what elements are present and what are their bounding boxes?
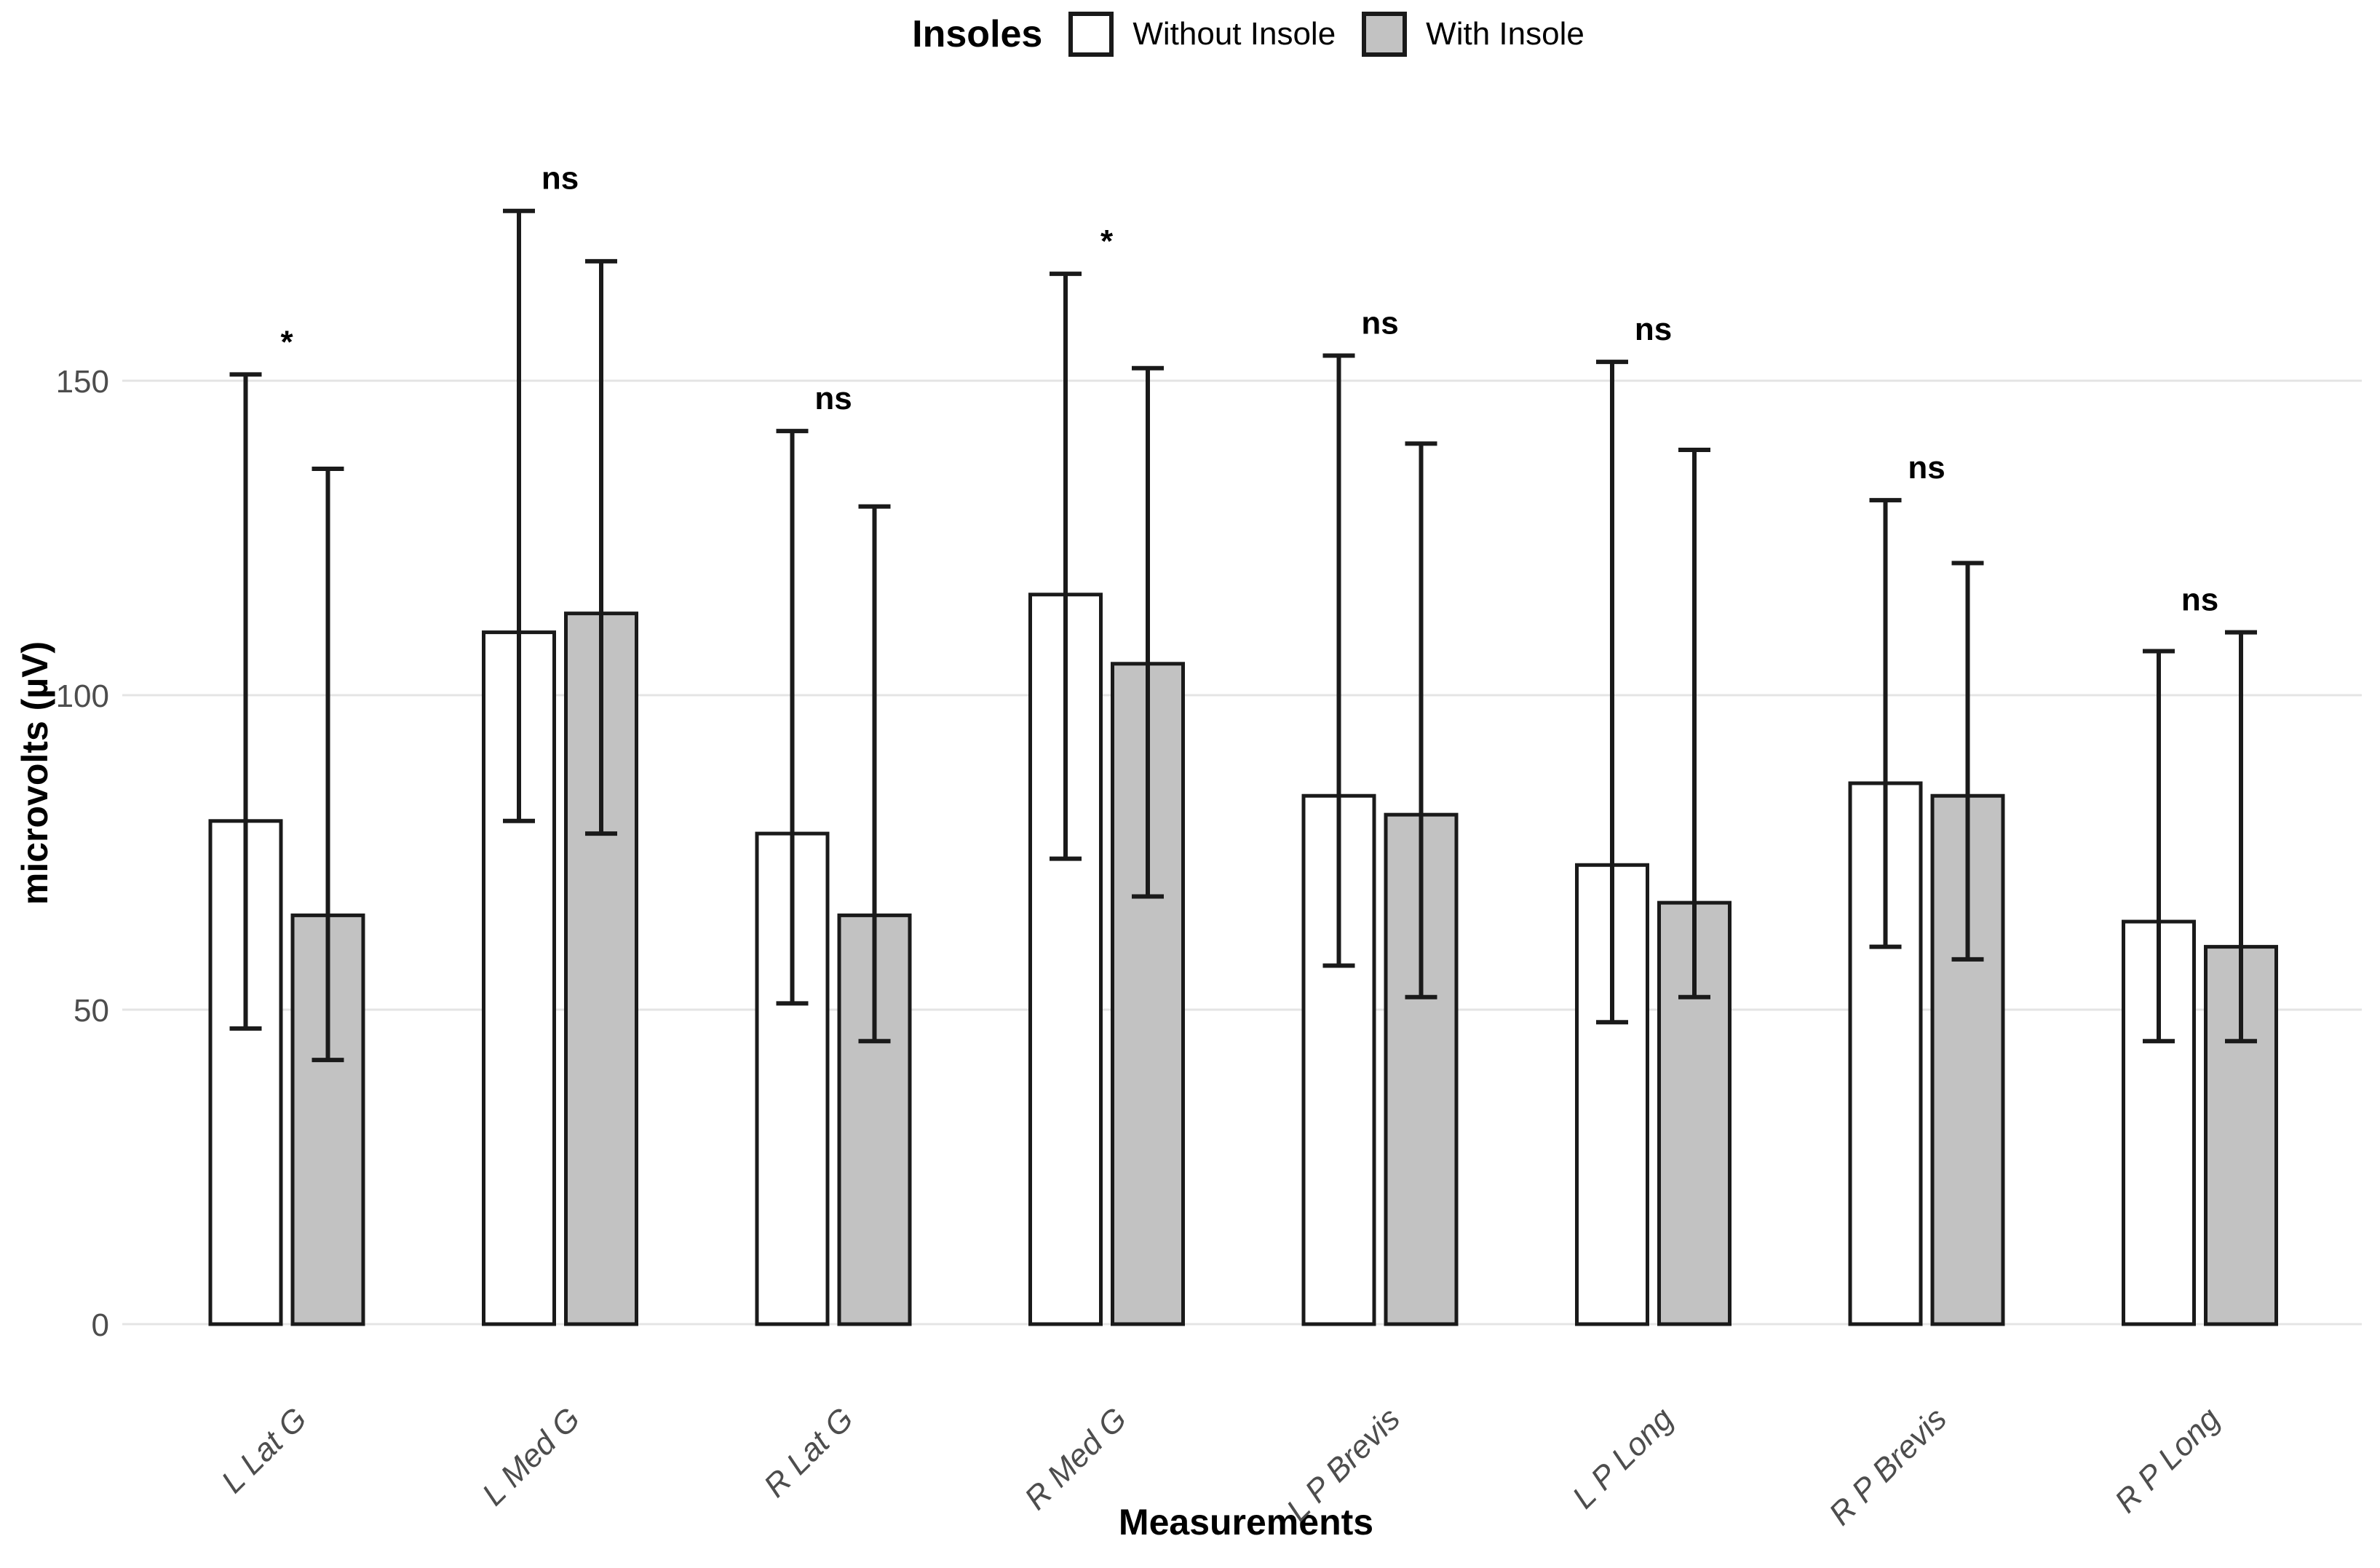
x-axis-title: Measurements	[1118, 1502, 1374, 1543]
y-tick-label-0: 0	[92, 1307, 109, 1343]
legend-entry-with-insole: With Insole	[1362, 12, 1584, 57]
legend-label-without-insole: Without Insole	[1133, 16, 1336, 52]
x-tick-label-l-med-g: L Med G	[475, 1401, 587, 1512]
significance-label-l-med-g: ns	[542, 161, 579, 197]
significance-label-r-med-g: *	[1100, 223, 1114, 259]
x-tick-label-l-p-long: L P Long	[1566, 1401, 1681, 1516]
bar-without-insole-l-lat-g	[208, 819, 283, 1326]
legend-label-with-insole: With Insole	[1426, 16, 1584, 52]
significance-label-r-lat-g: ns	[814, 381, 852, 416]
significance-label-l-lat-g: *	[280, 324, 293, 360]
x-tick-label-l-p-brevis: L P Brevis	[1280, 1401, 1407, 1528]
legend-entry-without-insole: Without Insole	[1068, 12, 1336, 57]
x-tick-label-r-med-g: R Med G	[1018, 1401, 1133, 1516]
y-tick-label-150: 150	[56, 364, 109, 400]
legend-title: Insoles	[912, 13, 1043, 55]
x-tick-label-r-p-brevis: R P Brevis	[1822, 1401, 1953, 1532]
legend: Insoles Without Insole With Insole	[116, 12, 2380, 57]
x-tick-label-r-p-long: R P Long	[2108, 1401, 2227, 1520]
significance-label-l-p-long: ns	[1635, 312, 1672, 347]
significance-label-r-p-brevis: ns	[1908, 450, 1945, 486]
x-tick-label-r-lat-g: R Lat G	[757, 1401, 860, 1504]
y-tick-label-50: 50	[74, 993, 109, 1029]
y-tick-label-100: 100	[56, 678, 109, 714]
significance-label-l-p-brevis: ns	[1361, 305, 1398, 341]
legend-swatch-without-insole	[1068, 12, 1114, 57]
bar-without-insole-r-lat-g	[755, 831, 830, 1326]
significance-label-r-p-long: ns	[2181, 582, 2218, 618]
legend-swatch-with-insole	[1362, 12, 1408, 57]
x-tick-label-l-lat-g: L Lat G	[215, 1401, 314, 1500]
